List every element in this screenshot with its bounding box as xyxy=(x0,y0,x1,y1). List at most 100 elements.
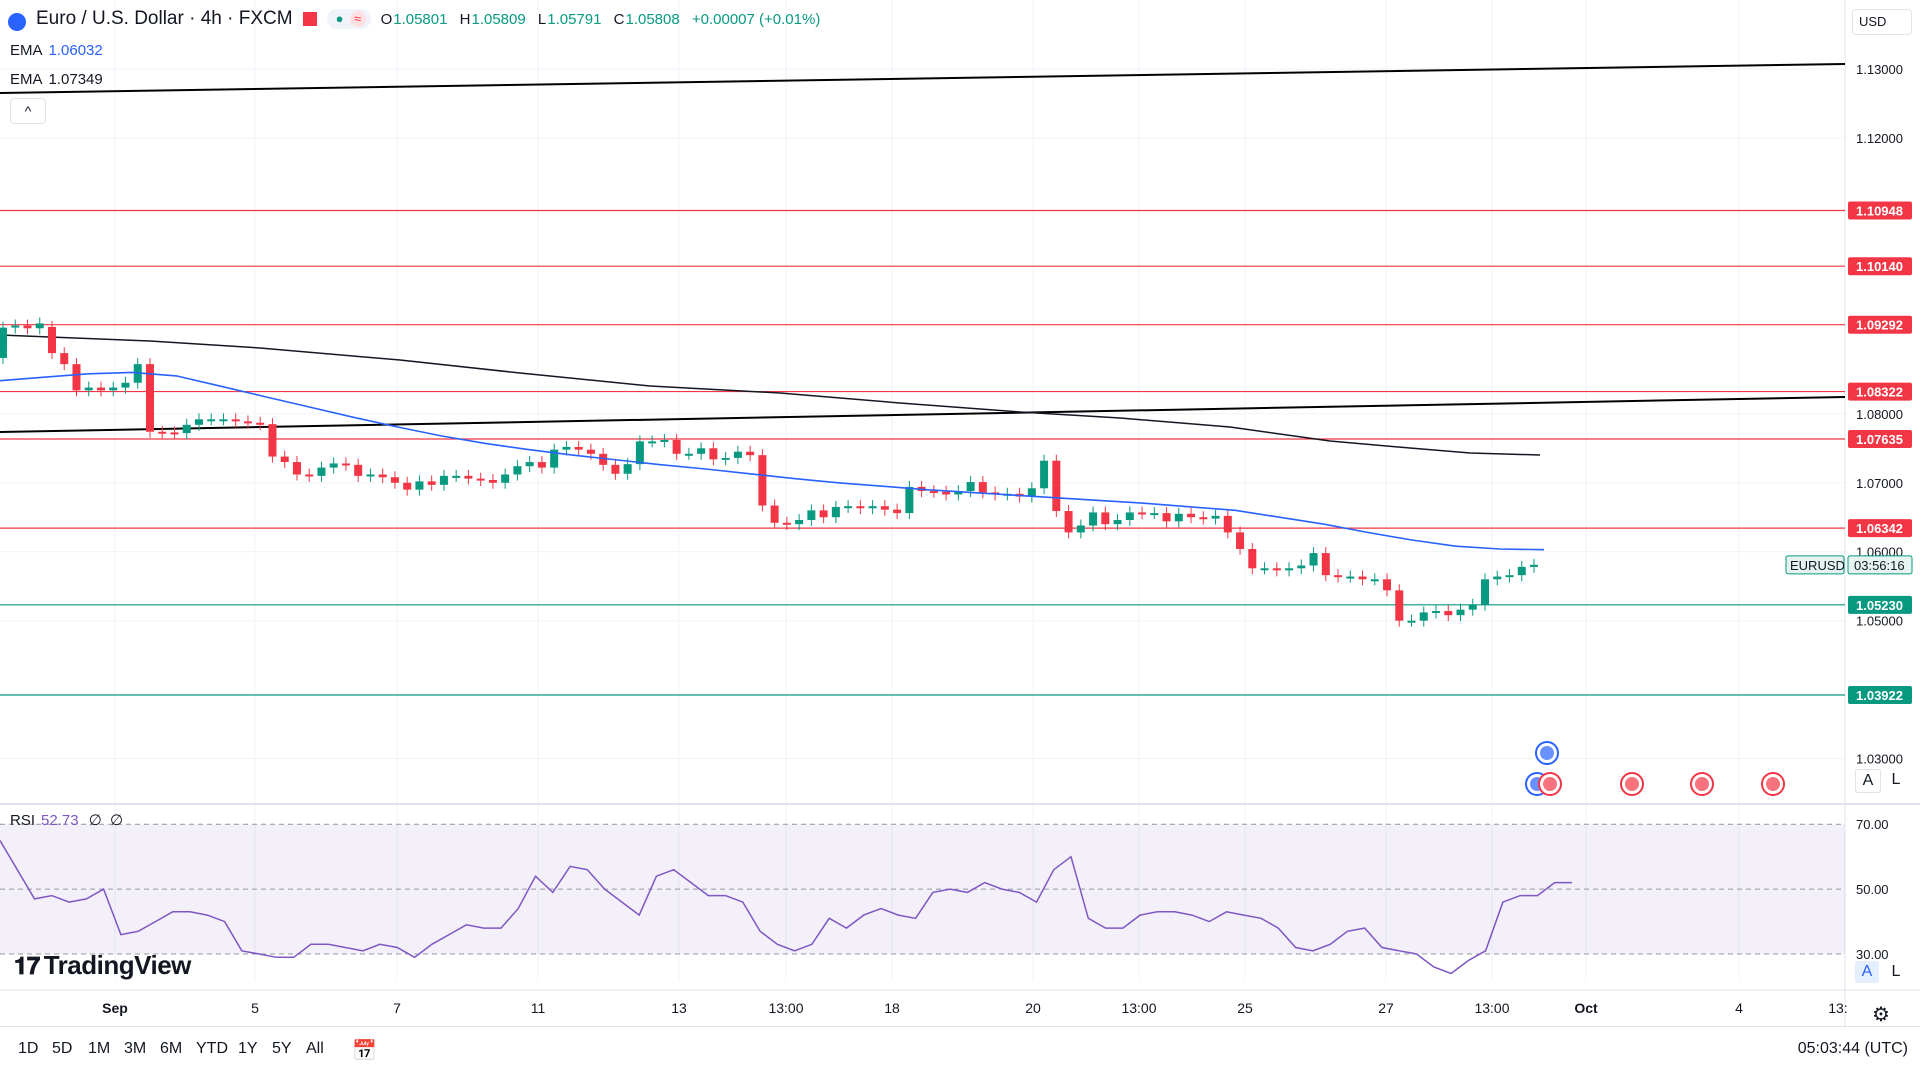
candle-body xyxy=(966,482,975,492)
candle-body xyxy=(243,421,252,424)
candle-body xyxy=(403,482,412,490)
price-level-label: 1.07635 xyxy=(1856,432,1903,447)
candle-body xyxy=(415,481,424,490)
range-button-1y[interactable]: 1Y xyxy=(238,1040,258,1057)
price-axis: 1.130001.120001.080001.070001.060001.050… xyxy=(1785,62,1913,962)
candle-body xyxy=(219,419,228,422)
candle-body xyxy=(880,506,889,510)
candle-body xyxy=(84,387,93,391)
auto-scale-button[interactable]: A xyxy=(1855,769,1881,793)
candle-body xyxy=(611,464,620,474)
candle-body xyxy=(1089,512,1098,526)
candle-body xyxy=(96,387,105,391)
log-scale-button[interactable]: L xyxy=(1891,771,1901,788)
price-tick-label: 1.08000 xyxy=(1856,407,1903,422)
range-button-ytd[interactable]: YTD xyxy=(196,1040,228,1057)
candle-body xyxy=(0,327,7,358)
candle-body xyxy=(782,522,791,525)
range-button-6m[interactable]: 6M xyxy=(160,1040,183,1057)
time-tick-label: 27 xyxy=(1378,1000,1394,1016)
candle-body xyxy=(11,325,20,328)
rsi-legend[interactable]: RSI 52.73 ∅ ∅ xyxy=(10,812,124,829)
ohlc-values: O1.05801 H1.05809 L1.05791 C1.05808 +0.0… xyxy=(380,10,821,28)
event-marker xyxy=(1620,772,1644,796)
ema-fast-legend[interactable]: EMA 1.06032 xyxy=(10,42,103,59)
rsi-auto-scale-button[interactable]: A xyxy=(1855,961,1879,983)
event-flag-icon xyxy=(1543,777,1557,791)
candle-body xyxy=(182,424,191,434)
rsi xyxy=(0,840,1572,975)
candle-body xyxy=(1260,568,1269,571)
event-flag-icon xyxy=(1695,777,1709,791)
candle-body xyxy=(427,481,436,485)
ema-slow-legend[interactable]: EMA 1.07349 xyxy=(10,71,103,88)
clock[interactable]: 05:03:44 (UTC) xyxy=(1797,1040,1908,1057)
price-level-label: 1.08322 xyxy=(1856,385,1903,400)
candle-body xyxy=(672,440,681,454)
ema-fast xyxy=(0,371,1545,551)
price-level-label: 1.05230 xyxy=(1856,598,1903,613)
candle-body xyxy=(1383,579,1392,591)
range-button-3m[interactable]: 3M xyxy=(124,1040,147,1057)
euro-flag-icon xyxy=(8,13,26,31)
candle-body xyxy=(1297,565,1306,569)
candle-body xyxy=(1530,564,1538,567)
symbol-title[interactable]: Euro / U.S. Dollar · 4h · FXCM xyxy=(36,8,293,29)
price-levels xyxy=(0,209,1845,696)
candle-body xyxy=(452,475,461,478)
market-closed-icon xyxy=(302,12,317,26)
candle-body xyxy=(1456,609,1465,616)
candle-body xyxy=(231,419,240,422)
range-button-all[interactable]: All xyxy=(306,1040,324,1057)
candle-body xyxy=(378,474,387,478)
wave-icon: ≈ xyxy=(349,11,366,27)
candle-body xyxy=(1248,548,1257,569)
range-button-5d[interactable]: 5D xyxy=(52,1040,73,1057)
candle-body xyxy=(268,424,277,457)
compare-toggle[interactable]: ● ≈ xyxy=(326,9,371,29)
currency-selector[interactable]: USD xyxy=(1852,9,1912,35)
price-level-label-bg xyxy=(1848,595,1912,614)
candle-body xyxy=(1346,576,1355,579)
countdown-label: 03:56:16 xyxy=(1854,558,1905,573)
price-level-label: 1.03922 xyxy=(1856,688,1903,703)
time-tick-label: 11 xyxy=(531,1000,546,1016)
price-level-label-bg xyxy=(1848,519,1912,538)
candle-body xyxy=(354,464,363,476)
candle-body xyxy=(329,463,338,468)
range-button-1d[interactable]: 1D xyxy=(18,1040,39,1057)
candle-body xyxy=(109,387,118,391)
candle-body xyxy=(292,462,301,475)
candle-body xyxy=(1138,512,1147,515)
candle-body xyxy=(709,448,718,460)
time-tick-label: 18 xyxy=(884,1000,900,1016)
trendline-lower xyxy=(0,396,1846,433)
range-button-5y[interactable]: 5Y xyxy=(272,1040,292,1057)
candle-body xyxy=(721,457,730,460)
candle-body xyxy=(72,364,81,391)
candle-body xyxy=(795,520,804,525)
candle-body xyxy=(501,474,510,483)
candle-body xyxy=(684,453,693,456)
candle-body xyxy=(1027,488,1036,497)
candle-body xyxy=(1407,620,1416,623)
calendar-icon[interactable]: 📅 xyxy=(352,1040,377,1062)
price-level-label-bg xyxy=(1848,382,1912,401)
candle-body xyxy=(978,482,987,493)
candle-body xyxy=(1395,590,1404,621)
candle-body xyxy=(1285,568,1294,571)
time-tick-label: 13:00 xyxy=(1474,1000,1509,1016)
rsi-band xyxy=(0,823,1845,955)
candle-body xyxy=(513,466,522,475)
rsi-tick-label: 70.00 xyxy=(1856,817,1889,832)
settings-icon[interactable]: ⚙ xyxy=(1872,1004,1890,1026)
range-button-1m[interactable]: 1M xyxy=(88,1040,111,1057)
collapse-legend-button[interactable]: ^ xyxy=(10,98,46,124)
price-level-label-bg xyxy=(1848,257,1912,276)
countdown-tag xyxy=(1847,555,1913,575)
candle-body xyxy=(758,455,767,506)
candle-body xyxy=(1125,512,1134,520)
candle-body xyxy=(697,448,706,454)
rsi-log-scale-button[interactable]: L xyxy=(1891,963,1901,980)
